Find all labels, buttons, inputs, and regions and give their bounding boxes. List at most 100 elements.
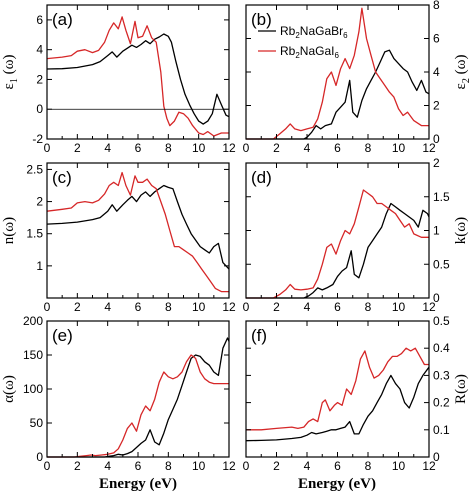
y-axis-title-tail: (ω) (1, 55, 17, 79)
y-tick-label: 6 (36, 13, 43, 27)
y-tick-label: 150 (23, 348, 43, 362)
x-tick-label: 10 (392, 459, 406, 473)
y-tick-label: 8 (433, 0, 440, 12)
legend-text-part: Rb (280, 24, 296, 38)
y-tick-label: 0 (433, 291, 440, 305)
x-axis-title: Energy (eV) (99, 476, 177, 492)
y-axis-title: n(ω) (1, 217, 17, 244)
panel-e: 0 2 4 6 8 10 12 0 50 100 150 200 (e) α(ω) (1, 314, 236, 473)
y-axis-title-main: ε (453, 83, 469, 89)
x-tick-label: 0 (243, 300, 250, 314)
plot-frame (46, 162, 230, 299)
x-tick-label: 12 (422, 459, 436, 473)
x-tick-label: 8 (365, 459, 372, 473)
y-tick-label: 0 (36, 450, 43, 464)
panel-label: (d) (251, 168, 272, 187)
series-line-Rb2NaGaBr6 (47, 337, 230, 458)
y-tick-label: 2 (36, 195, 43, 209)
y-axis-title-sub: 1 (9, 78, 20, 83)
y-tick-label: 2.5 (26, 162, 43, 176)
y-tick-label: 0 (433, 132, 440, 146)
x-tick-label: 4 (104, 300, 111, 314)
y-tick-label: 0.2 (433, 396, 450, 410)
x-tick-label: 12 (422, 300, 436, 314)
x-tick-label: 2 (273, 141, 280, 155)
x-tick-label: 6 (334, 141, 341, 155)
x-tick-label: 0 (44, 141, 51, 155)
x-tick-label: 10 (192, 300, 206, 314)
y-tick-label: 0.4 (433, 341, 450, 355)
x-tick-label: 8 (165, 141, 172, 155)
x-tick-label: 10 (192, 459, 206, 473)
plot-frame (46, 4, 230, 140)
plot-frame (245, 162, 430, 299)
y-tick-label: 50 (30, 416, 44, 430)
x-tick-label: 0 (243, 459, 250, 473)
y-tick-label: 1 (433, 224, 440, 238)
x-tick-label: 8 (365, 300, 372, 314)
series-line-Rb2NaGaBr6 (46, 184, 230, 270)
x-tick-label: 12 (222, 300, 236, 314)
y-tick-label: 1.5 (26, 227, 43, 241)
y-axis-title: ε2 (ω) (453, 55, 472, 90)
x-tick-label: 0 (44, 459, 51, 473)
x-tick-label: 10 (192, 141, 206, 155)
series-line-Rb2NaGaBr6 (246, 202, 430, 299)
y-tick-label: 2 (433, 156, 440, 170)
panel-label: (f) (251, 326, 267, 345)
legend-text-part: NaGaI (300, 44, 335, 58)
y-tick-label: 4 (36, 43, 43, 57)
y-tick-label: 0.5 (433, 314, 450, 328)
x-tick-label: 6 (135, 300, 142, 314)
x-tick-label: 6 (135, 141, 142, 155)
legend-text-part: 6 (343, 31, 348, 40)
legend-text-part: 6 (334, 51, 339, 60)
x-tick-label: 12 (222, 141, 236, 155)
x-tick-label: 0 (243, 141, 250, 155)
y-tick-label: 1.5 (433, 190, 450, 204)
series-line-Rb2NaGaI6 (246, 189, 429, 299)
x-tick-label: 4 (104, 141, 111, 155)
y-axis-title: k(ω) (453, 217, 469, 244)
y-axis-title: α(ω) (1, 375, 17, 403)
y-tick-label: 200 (23, 314, 43, 328)
x-tick-label: 4 (304, 141, 311, 155)
x-tick-label: 8 (165, 459, 172, 473)
x-tick-label: 12 (222, 459, 236, 473)
series-line-Rb2NaGaBr6 (245, 366, 430, 442)
x-tick-label: 2 (273, 300, 280, 314)
y-axis-title-tail: (ω) (453, 55, 469, 79)
x-tick-label: 4 (304, 300, 311, 314)
y-tick-label: 0 (433, 450, 440, 464)
series-line-Rb2NaGaI6 (46, 16, 229, 137)
series-line-Rb2NaGaBr6 (46, 33, 230, 125)
panel-label: (e) (52, 326, 73, 345)
legend-text-part: 2 (295, 51, 300, 60)
panel-label: (a) (52, 10, 73, 29)
legend-text-part: Rb (280, 44, 296, 58)
y-axis-title-main: ε (1, 83, 17, 89)
y-tick-label: 0.5 (433, 257, 450, 271)
panel-label: (c) (52, 168, 72, 187)
x-tick-label: 8 (165, 300, 172, 314)
x-tick-label: 10 (392, 141, 406, 155)
y-tick-label: 6 (433, 32, 440, 46)
legend-label-Rb2NaGaBr6: Rb2NaGaBr6 (280, 24, 348, 40)
series-line-Rb2NaGaBr6 (246, 49, 430, 140)
x-tick-label: 12 (422, 141, 436, 155)
x-tick-label: 0 (44, 300, 51, 314)
x-tick-label: 2 (74, 300, 81, 314)
x-tick-label: 6 (334, 459, 341, 473)
plot-frame (245, 320, 430, 458)
y-tick-label: 0.1 (433, 423, 450, 437)
y-tick-label: 0 (36, 102, 43, 116)
y-tick-label: 100 (23, 382, 43, 396)
x-tick-label: 4 (304, 459, 311, 473)
y-tick-label: 2 (433, 99, 440, 113)
